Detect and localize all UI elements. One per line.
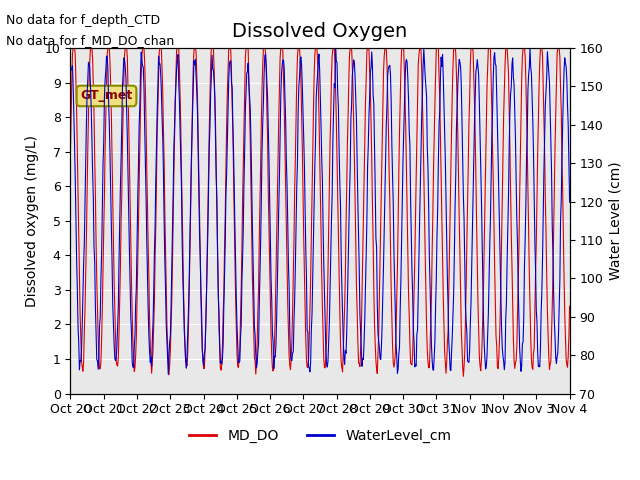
- WaterLevel_cm: [205, 186, 212, 192]
- WaterLevel_cm: [67, 65, 74, 71]
- Y-axis label: Dissolved oxygen (mg/L): Dissolved oxygen (mg/L): [25, 135, 39, 307]
- MD_DO: [205, 172, 212, 178]
- MD_DO: [69, 45, 77, 51]
- Line: WaterLevel_cm: WaterLevel_cm: [70, 48, 570, 374]
- WaterLevel_cm: [127, 315, 134, 321]
- Text: No data for f_depth_CTD: No data for f_depth_CTD: [6, 14, 161, 27]
- Text: GT_met: GT_met: [81, 89, 132, 102]
- MD_DO: [396, 130, 403, 135]
- MD_DO: [179, 205, 186, 211]
- Y-axis label: Water Level (cm): Water Level (cm): [609, 161, 623, 280]
- MD_DO: [67, 150, 74, 156]
- MD_DO: [566, 303, 573, 309]
- MD_DO: [381, 45, 388, 51]
- WaterLevel_cm: [179, 240, 186, 246]
- WaterLevel_cm: [396, 344, 403, 350]
- MD_DO: [127, 281, 135, 287]
- MD_DO: [460, 373, 467, 379]
- Line: MD_DO: MD_DO: [70, 48, 570, 376]
- WaterLevel_cm: [164, 372, 172, 377]
- WaterLevel_cm: [526, 45, 534, 51]
- Text: No data for f_MD_DO_chan: No data for f_MD_DO_chan: [6, 34, 175, 47]
- Title: Dissolved Oxygen: Dissolved Oxygen: [232, 22, 408, 41]
- WaterLevel_cm: [76, 367, 83, 372]
- WaterLevel_cm: [566, 199, 573, 205]
- Legend: MD_DO, WaterLevel_cm: MD_DO, WaterLevel_cm: [183, 424, 457, 449]
- WaterLevel_cm: [381, 189, 388, 195]
- MD_DO: [76, 312, 84, 318]
